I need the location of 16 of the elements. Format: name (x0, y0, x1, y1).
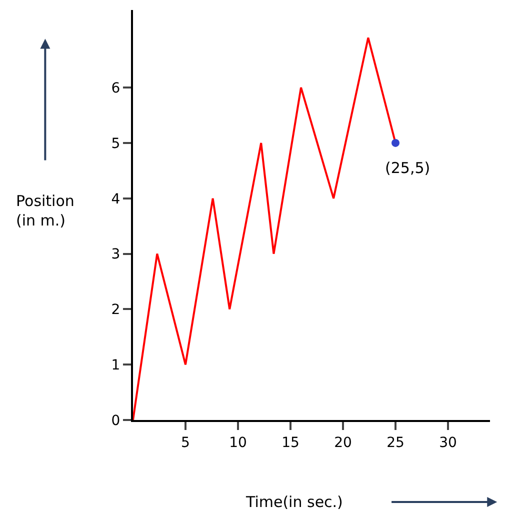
y-tick-label: 4 (111, 191, 120, 208)
x-tick-label: 10 (229, 434, 247, 451)
x-tick-label: 15 (282, 434, 300, 451)
text: Position (in m.) (16, 192, 74, 230)
y-tick-label: 5 (111, 136, 120, 152)
x-tick-label: 5 (181, 434, 190, 451)
y-tick-label: 0 (111, 412, 120, 429)
x-axis-title: Time(in sec.) (245, 493, 343, 511)
x-tick-label: 20 (334, 434, 352, 451)
x-tick-label: 25 (386, 434, 404, 451)
y-tick-label: 1 (111, 357, 120, 374)
y-tick-label: 6 (111, 80, 120, 96)
y-tick-label: 3 (111, 246, 120, 263)
x-tick-label: 30 (439, 434, 457, 451)
annotation: (25,5) (385, 159, 430, 177)
y-tick-label: 2 (111, 302, 120, 318)
